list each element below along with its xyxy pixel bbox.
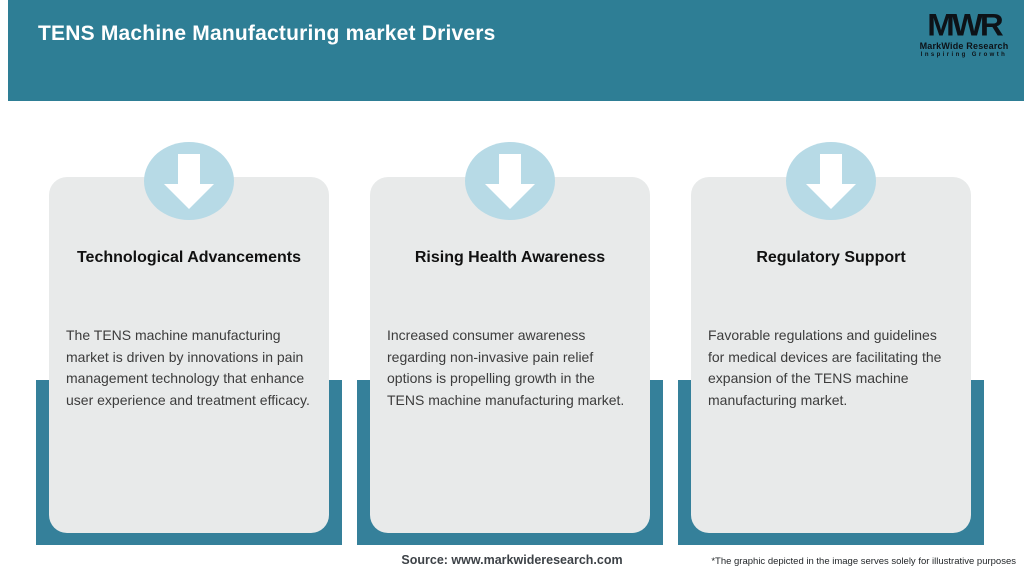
logo-tagline: Inspiring Growth (920, 52, 1008, 58)
logo-name: MarkWide Research (919, 41, 1009, 51)
driver-card-rising-health-awareness: Rising Health Awareness Increased consum… (357, 0, 663, 545)
card-description: Increased consumer awareness regarding n… (387, 327, 625, 408)
logo-monogram: MWR (927, 6, 1003, 43)
disclaimer-text: *The graphic depicted in the image serve… (711, 556, 1016, 567)
down-arrow-icon (465, 142, 555, 220)
card-panel: Rising Health Awareness Increased consum… (370, 177, 650, 533)
card-panel: Technological Advancements The TENS mach… (49, 177, 329, 533)
page-title: TENS Machine Manufacturing market Driver… (38, 22, 496, 45)
card-description: The TENS machine manufacturing market is… (66, 327, 310, 408)
down-arrow-icon (786, 142, 876, 220)
card-title: Technological Advancements (76, 249, 302, 266)
driver-card-technological-advancements: Technological Advancements The TENS mach… (36, 0, 342, 545)
driver-card-regulatory-support: Regulatory Support Favorable regulations… (678, 0, 984, 545)
header-bar: TENS Machine Manufacturing market Driver… (8, 0, 1024, 101)
card-description: Favorable regulations and guidelines for… (708, 327, 942, 408)
markwide-research-logo: MWR MarkWide Research Inspiring Growth (916, 8, 1012, 58)
card-title: Rising Health Awareness (414, 249, 606, 266)
source-text: Source: www.markwideresearch.com (401, 553, 623, 567)
card-title: Regulatory Support (756, 249, 906, 266)
card-panel: Regulatory Support Favorable regulations… (691, 177, 971, 533)
down-arrow-icon (144, 142, 234, 220)
